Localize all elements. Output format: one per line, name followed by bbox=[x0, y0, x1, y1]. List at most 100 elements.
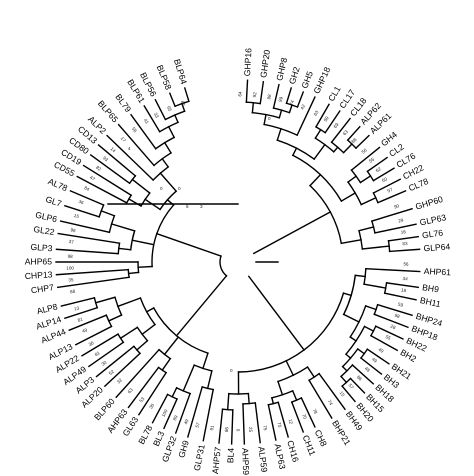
internal-node-value: 3 bbox=[200, 204, 203, 209]
leaf-branch bbox=[137, 371, 168, 416]
internal-branch bbox=[354, 274, 366, 278]
bootstrap-value: 55 bbox=[368, 156, 375, 163]
tree-branches bbox=[55, 79, 421, 445]
bootstrap-value: 81 bbox=[94, 350, 101, 357]
clade-arc bbox=[350, 169, 362, 184]
bootstrap-value: 83 bbox=[402, 241, 408, 246]
bootstrap-value: 49 bbox=[377, 347, 384, 354]
leaf-branch bbox=[143, 105, 161, 133]
internal-branch bbox=[161, 357, 172, 372]
leaf-branch bbox=[300, 397, 316, 428]
clade-arc bbox=[237, 292, 345, 373]
internal-branch bbox=[278, 109, 283, 119]
clade-arc bbox=[164, 110, 186, 121]
leaf-branch bbox=[371, 207, 413, 222]
leaf-branch bbox=[330, 117, 352, 144]
bootstrap-value: 59 bbox=[323, 115, 330, 122]
internal-node-values: 0 0 0 4 6 3 0 bbox=[128, 116, 271, 373]
leaf-label: GL22 bbox=[33, 224, 56, 237]
leaf-branch bbox=[163, 398, 178, 430]
clade-arc bbox=[157, 366, 168, 374]
leaf-label: GL76 bbox=[421, 227, 443, 240]
leaf-branch bbox=[267, 403, 277, 441]
leaf-branch bbox=[365, 267, 421, 273]
leaf-branch bbox=[277, 401, 290, 438]
bootstrap-value: 86 bbox=[356, 375, 363, 382]
leaf-branch bbox=[103, 352, 141, 388]
clade-arc bbox=[347, 181, 363, 206]
leaf-branch bbox=[374, 325, 404, 340]
leaf-branch bbox=[372, 167, 395, 182]
leaf-branch bbox=[89, 154, 131, 185]
internal-branch bbox=[277, 380, 284, 396]
bootstrap-value: 12 bbox=[288, 418, 294, 425]
bootstrap-value: 30 bbox=[100, 360, 107, 367]
leaf-label: GL7 bbox=[44, 194, 63, 209]
leaf-branch bbox=[290, 401, 305, 433]
bootstrap-value: 100 bbox=[66, 266, 74, 271]
leaf-branch bbox=[57, 232, 121, 245]
internal-branch bbox=[340, 192, 357, 203]
bootstrap-value: 74 bbox=[327, 399, 334, 406]
internal-branch bbox=[309, 173, 322, 187]
bootstrap-value: 49 bbox=[371, 357, 378, 364]
clade-arc bbox=[366, 170, 375, 182]
internal-branch bbox=[181, 102, 186, 113]
bootstrap-values: 64 92 98 9974426359696388565562609790291683… bbox=[66, 91, 409, 433]
bootstrap-value: 35 bbox=[148, 402, 155, 409]
leaf-label: AHP61 bbox=[424, 266, 452, 277]
bootstrap-value: 49 bbox=[183, 418, 190, 425]
leaf-branch bbox=[366, 156, 389, 173]
leaf-label: BLP64 bbox=[172, 58, 189, 86]
clade-arc bbox=[219, 255, 228, 277]
bootstrap-value: 36 bbox=[88, 340, 95, 347]
leaf-label: BL4 bbox=[225, 447, 236, 463]
bootstrap-value: 29 bbox=[398, 217, 404, 223]
bootstrap-value: 53 bbox=[138, 396, 145, 403]
leaf-branch bbox=[315, 103, 330, 128]
internal-branch bbox=[340, 238, 362, 245]
leaf-label: BH9 bbox=[422, 282, 440, 294]
leaf-branch bbox=[82, 164, 133, 197]
internal-branch bbox=[145, 307, 155, 313]
internal-branch bbox=[271, 396, 275, 405]
internal-node-value: 0 bbox=[268, 116, 271, 121]
internal-branch bbox=[251, 101, 255, 114]
bootstrap-value: 15 bbox=[339, 390, 346, 397]
leaf-label: AHP57 bbox=[210, 446, 223, 474]
leaf-branch bbox=[242, 403, 246, 445]
leaf-branch bbox=[354, 134, 370, 150]
leaf-label: GLP3 bbox=[30, 242, 53, 254]
leaf-label: GLP63 bbox=[419, 212, 447, 227]
clade-arc bbox=[105, 314, 113, 328]
clade-arc bbox=[245, 101, 262, 105]
bootstrap-value: 97 bbox=[387, 187, 394, 194]
internal-branch bbox=[117, 297, 142, 308]
bootstrap-value: 56 bbox=[361, 147, 368, 154]
internal-branch bbox=[119, 326, 139, 340]
internal-branch bbox=[173, 114, 179, 124]
clade-arc bbox=[152, 165, 170, 182]
bootstrap-value: 47 bbox=[89, 175, 96, 182]
internal-branch bbox=[141, 323, 156, 336]
bootstrap-value: 89 bbox=[172, 414, 179, 421]
internal-branch bbox=[347, 175, 358, 184]
internal-branch bbox=[110, 223, 136, 232]
internal-branch bbox=[206, 370, 213, 390]
internal-branch bbox=[247, 392, 250, 405]
clade-arc bbox=[158, 121, 179, 133]
leaf-branch bbox=[56, 276, 130, 289]
leaf-branch bbox=[254, 402, 261, 444]
bootstrap-value: 15 bbox=[73, 213, 80, 219]
leaf-branch bbox=[183, 87, 190, 103]
bootstrap-value: 36 bbox=[78, 199, 85, 206]
bootstrap-value: 98 bbox=[394, 313, 401, 320]
leaf-branch bbox=[372, 178, 402, 194]
leaf-branch bbox=[154, 98, 167, 121]
internal-branch bbox=[127, 198, 142, 207]
internal-branch bbox=[263, 113, 267, 126]
bootstrap-value: 92 bbox=[252, 92, 258, 98]
clade-arc bbox=[151, 204, 175, 268]
bootstrap-value: 48 bbox=[364, 366, 371, 373]
bootstrap-value: 62 bbox=[375, 166, 382, 173]
